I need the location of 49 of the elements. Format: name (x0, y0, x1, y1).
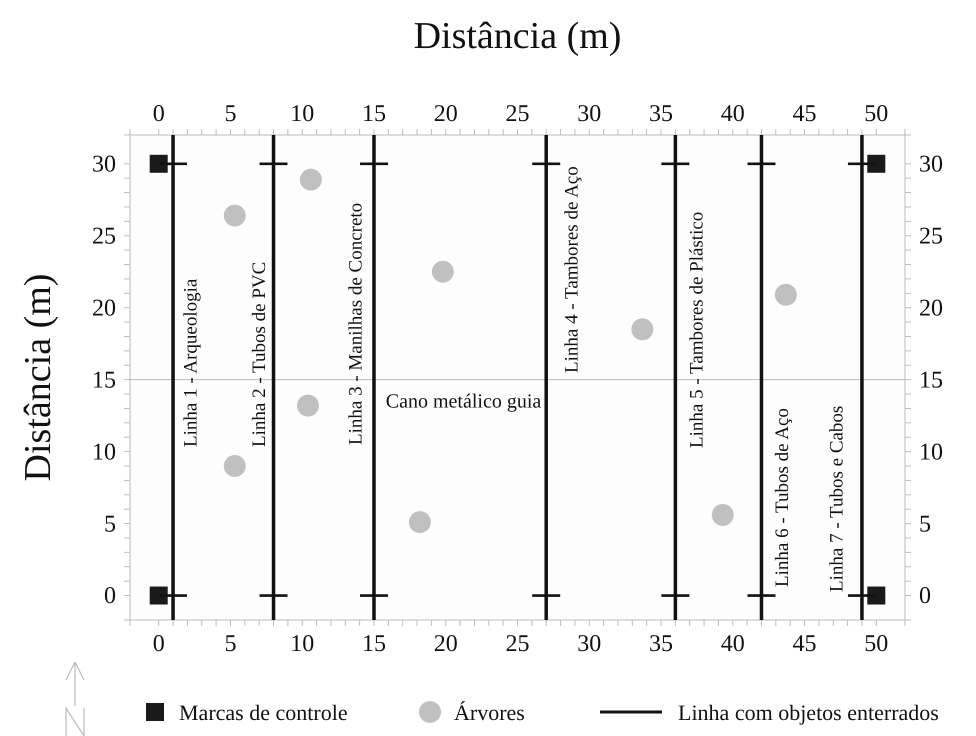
legend-label: Marcas de controle (179, 700, 348, 725)
y-axis-title: Distância (m) (17, 274, 59, 482)
x2-tick-label: 25 (506, 631, 530, 658)
ref-line-label: Linha 7 - Tubos e Cabos (826, 406, 848, 592)
y-tick-label: 10 (92, 439, 116, 466)
y2-tick-label: 15 (919, 367, 943, 394)
x-tick-label: 15 (362, 101, 386, 127)
y-tick-label: 25 (92, 223, 116, 250)
ref-line-label: Linha 1 - Arqueologia (180, 278, 202, 447)
x2-tick-label: 10 (290, 631, 314, 658)
y-tick-label: 20 (92, 295, 116, 322)
ref-line-label: Linha 3 - Manilhas de Concreto (345, 202, 366, 445)
ref-line-label: Linha 6 - Tubos de Aço (772, 408, 793, 587)
x-tick-label: 50 (864, 101, 888, 127)
x2-tick-label: 35 (649, 631, 674, 658)
y2-tick-label: 5 (919, 511, 931, 538)
x-tick-label: 10 (290, 101, 314, 127)
y2-tick-label: 25 (919, 223, 943, 250)
x2-tick-label: 40 (720, 631, 745, 658)
x2-tick-label: 5 (224, 631, 236, 658)
ref-line-label: Linha 4 - Tambores de Aço (562, 166, 583, 373)
x2-tick-label: 30 (577, 631, 602, 658)
x2-axis-title: Distância (m) (414, 15, 622, 57)
x2-tick-label: 15 (362, 631, 386, 658)
x-tick-label: 40 (720, 101, 745, 127)
legend-label: Árvores (454, 700, 525, 725)
x-tick-label: 30 (577, 101, 602, 127)
x-tick-label: 45 (792, 101, 817, 127)
y-tick-label: 15 (92, 367, 116, 394)
x-tick-label: 35 (649, 101, 674, 127)
x-tick-label: 5 (224, 101, 236, 127)
legend-label: Linha com objetos enterrados (678, 700, 939, 725)
y2-tick-label: 30 (919, 151, 943, 178)
x2-tick-label: 0 (152, 631, 165, 658)
x2-tick-label: 45 (792, 631, 817, 658)
x2-tick-label: 50 (864, 631, 888, 658)
y-tick-label: 0 (104, 583, 116, 610)
ref-line-label: Linha 5 - Tambores de Plástico (686, 212, 708, 448)
ref-line-label: Cano metálico guia (386, 390, 542, 413)
x-tick-label: 20 (434, 101, 458, 127)
y-tick-label: 30 (92, 151, 116, 178)
y2-tick-label: 20 (919, 295, 943, 322)
y2-tick-label: 10 (919, 439, 943, 466)
x-tick-label: 25 (506, 101, 530, 127)
y-tick-label: 5 (104, 511, 116, 538)
x-tick-label: 0 (152, 101, 165, 127)
x2-tick-label: 20 (434, 631, 458, 658)
y2-tick-label: 0 (919, 583, 931, 610)
ref-line-label: Linha 2 - Tubos de PVC (248, 262, 270, 447)
